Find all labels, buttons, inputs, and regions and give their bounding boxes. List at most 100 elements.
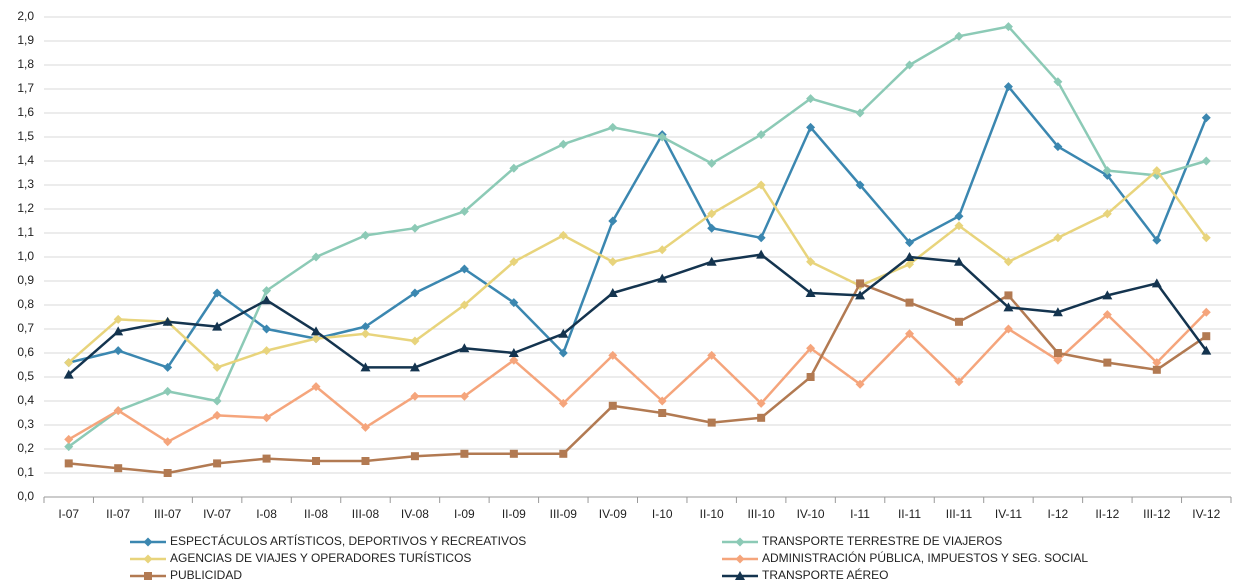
data-point xyxy=(855,290,866,300)
data-point xyxy=(1102,209,1112,219)
legend-label: TRANSPORTE TERRESTRE DE VIAJEROS xyxy=(762,534,1002,548)
data-point xyxy=(1053,233,1063,243)
x-tick-label: I-10 xyxy=(652,507,673,521)
data-point xyxy=(954,31,964,41)
data-point xyxy=(855,108,865,118)
data-point xyxy=(954,377,964,387)
data-point xyxy=(509,449,518,458)
x-tick-label: IV-12 xyxy=(1192,507,1220,521)
data-point xyxy=(1003,22,1013,32)
data-point xyxy=(1103,358,1112,367)
data-point xyxy=(262,454,271,463)
data-point xyxy=(113,326,124,336)
y-tick-label: 0,0 xyxy=(17,489,34,503)
y-tick-label: 0,8 xyxy=(17,297,34,311)
data-point xyxy=(559,449,568,458)
data-point xyxy=(953,256,964,266)
data-point xyxy=(114,464,123,473)
data-point xyxy=(360,422,370,432)
data-point xyxy=(360,322,370,332)
data-point xyxy=(1202,332,1211,341)
legend-label: PUBLICIDAD xyxy=(170,568,242,582)
y-tick-label: 1,7 xyxy=(17,81,34,95)
data-point xyxy=(509,355,519,365)
y-tick-label: 1,2 xyxy=(17,201,34,215)
data-point xyxy=(410,452,419,461)
x-tick-label: III-08 xyxy=(352,507,380,521)
y-tick-label: 0,4 xyxy=(17,393,34,407)
data-point xyxy=(756,233,766,243)
data-point xyxy=(1102,170,1112,180)
data-point xyxy=(163,386,173,396)
data-point xyxy=(113,346,123,356)
data-point xyxy=(707,418,716,427)
data-point xyxy=(212,396,222,406)
x-tick-label: II-07 xyxy=(106,507,130,521)
y-tick-label: 1,9 xyxy=(17,33,34,47)
data-point xyxy=(756,398,766,408)
series-line xyxy=(67,25,1207,448)
data-point xyxy=(1053,142,1063,152)
x-tick-label: III-11 xyxy=(946,507,973,521)
data-point xyxy=(657,132,667,142)
data-point xyxy=(262,346,272,356)
legend-marker xyxy=(735,571,745,580)
data-point xyxy=(311,326,322,336)
data-point xyxy=(1152,365,1161,374)
y-tick-label: 1,4 xyxy=(17,153,34,167)
data-point xyxy=(1201,345,1212,355)
data-point xyxy=(706,256,717,266)
series-line xyxy=(68,311,1208,444)
data-point xyxy=(756,180,766,190)
data-point xyxy=(608,401,617,410)
data-point xyxy=(311,334,321,344)
data-point xyxy=(1201,233,1211,243)
data-point xyxy=(707,209,717,219)
data-point xyxy=(509,163,519,173)
y-tick-label: 1,3 xyxy=(17,177,34,191)
data-point xyxy=(954,317,963,326)
data-point xyxy=(905,238,915,248)
data-point xyxy=(360,230,370,240)
data-point xyxy=(1102,166,1112,176)
data-point xyxy=(558,230,568,240)
data-point xyxy=(459,343,470,353)
x-tick-label: I-07 xyxy=(58,507,79,521)
data-point xyxy=(905,329,915,339)
data-point xyxy=(311,252,321,262)
data-point xyxy=(954,211,964,221)
data-point xyxy=(558,139,568,149)
data-point xyxy=(1152,358,1162,368)
x-tick-label: IV-10 xyxy=(797,507,825,521)
data-point xyxy=(1052,307,1063,317)
x-tick-label: I-09 xyxy=(454,507,475,521)
legend-label: ADMINISTRACIÓN PÚBLICA, IMPUESTOS Y SEG.… xyxy=(762,550,1088,565)
data-point xyxy=(312,457,321,465)
data-point xyxy=(361,457,370,465)
x-tick-label: IV-11 xyxy=(995,507,1022,521)
data-point xyxy=(1152,235,1162,245)
data-point xyxy=(707,158,717,168)
data-point xyxy=(509,257,519,267)
x-tick-label: III-12 xyxy=(1143,507,1171,521)
y-tick-label: 1,0 xyxy=(17,249,34,263)
data-point xyxy=(1102,290,1113,300)
x-tick-label: II-10 xyxy=(700,507,724,521)
data-point xyxy=(508,348,519,357)
data-point xyxy=(509,298,519,308)
y-tick-label: 1,6 xyxy=(17,105,34,119)
data-point xyxy=(756,249,767,259)
data-point xyxy=(855,379,865,389)
x-tick-label: I-11 xyxy=(850,507,870,521)
data-point xyxy=(905,298,914,307)
data-point xyxy=(1053,77,1063,87)
data-point xyxy=(805,288,816,297)
data-point xyxy=(212,321,223,331)
data-point xyxy=(707,223,717,233)
data-point xyxy=(459,206,469,216)
data-point xyxy=(1003,257,1013,267)
data-point xyxy=(212,410,222,420)
data-point xyxy=(1003,302,1014,312)
data-point xyxy=(261,295,272,305)
data-point xyxy=(409,362,420,372)
